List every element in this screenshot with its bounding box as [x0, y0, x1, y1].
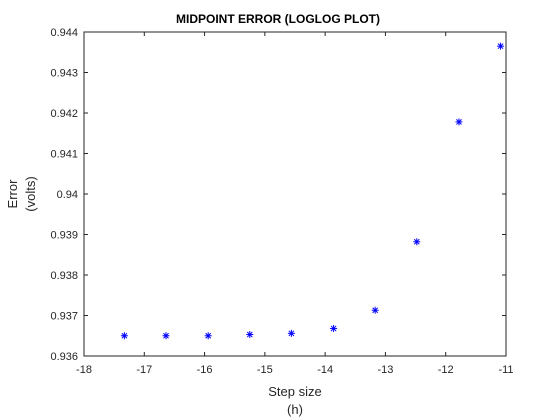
y-axis-label-line-2: (volts): [23, 176, 38, 211]
y-axis: 0.936 0.937 0.938 0.939 0.94 0.941 0.942 0.943 0…: [50, 27, 506, 363]
y-tick-label: 0.937: [50, 311, 78, 323]
plot-area: [83, 31, 507, 357]
x-tick-label: -14: [317, 364, 333, 376]
y-tick-label: 0.943: [50, 68, 78, 80]
data-point: [371, 306, 379, 314]
x-tick-label: -11: [498, 364, 513, 376]
data-point: [204, 332, 212, 340]
x-tick-label: -13: [377, 364, 393, 376]
data-point: [413, 238, 421, 246]
x-axis: -18 -17 -16 -15 -14 -13 -12 -11: [76, 32, 514, 376]
y-axis-label-line-1: Error: [5, 179, 20, 209]
x-tick-label: -12: [438, 364, 454, 376]
x-tick-label: -17: [136, 364, 152, 376]
data-point: [455, 118, 463, 126]
data-point: [162, 332, 170, 340]
x-axis-label-line-2: (h): [287, 402, 303, 417]
y-tick-label: 0.941: [50, 149, 78, 161]
data-point: [120, 332, 128, 340]
y-tick-label: 0.936: [50, 351, 78, 363]
x-tick-label: -15: [257, 364, 273, 376]
data-point: [330, 324, 338, 332]
y-tick-label: 0.938: [50, 270, 78, 282]
data-point: [497, 42, 505, 50]
x-axis-label-line-1: Step size: [268, 384, 321, 399]
data-points: [120, 42, 505, 340]
data-point: [287, 329, 295, 337]
y-tick-label: 0.94: [57, 189, 78, 201]
x-tick-label: -18: [76, 364, 92, 376]
y-tick-label: 0.944: [50, 27, 78, 39]
chart-title: MIDPOINT ERROR (LOGLOG PLOT): [176, 12, 380, 26]
data-point: [246, 331, 254, 339]
y-tick-label: 0.939: [50, 230, 78, 242]
y-tick-label: 0.942: [50, 108, 78, 120]
x-tick-label: -16: [197, 364, 213, 376]
